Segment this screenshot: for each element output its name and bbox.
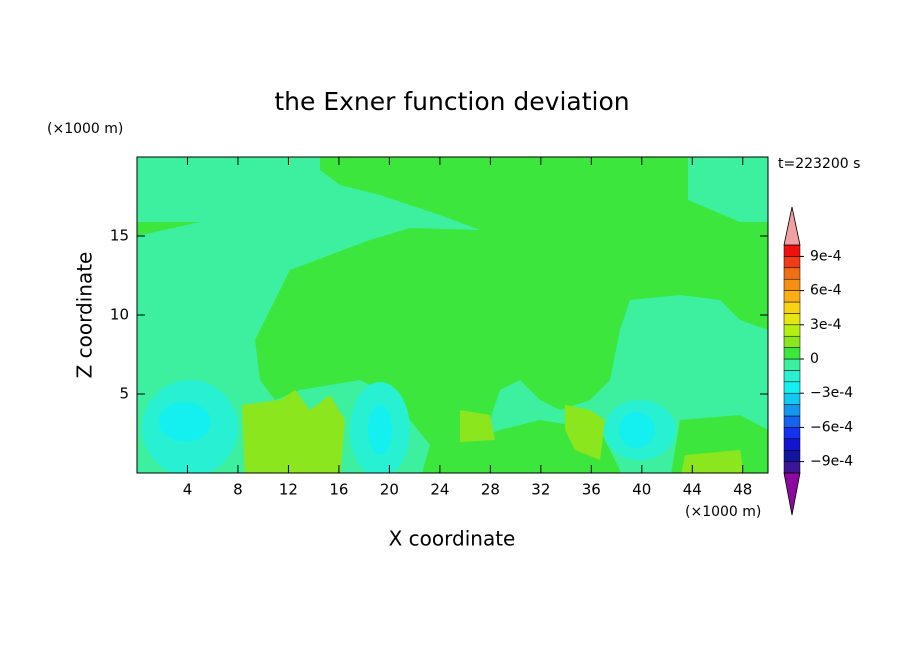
colorbar-box xyxy=(783,290,801,303)
x-tick-label: 48 xyxy=(733,481,752,499)
y-unit: (×1000 m) xyxy=(47,121,123,137)
x-axis-label: X coordinate xyxy=(389,527,516,551)
x-tick-label: 12 xyxy=(279,481,298,499)
x-tick-label: 24 xyxy=(430,481,449,499)
colorbar-tick-label: 9e-4 xyxy=(810,248,842,264)
y-tick-label: 5 xyxy=(119,385,129,403)
colorbar-box xyxy=(783,427,801,440)
contour-region xyxy=(681,450,744,473)
contour-field xyxy=(137,157,768,473)
x-tick-label: 16 xyxy=(329,481,348,499)
y-axis-label: Z coordinate xyxy=(73,252,97,379)
colorbar-box xyxy=(783,335,801,348)
colorbar-box xyxy=(783,461,801,474)
colorbar-box xyxy=(783,381,801,394)
colorbar-box xyxy=(783,404,801,417)
colorbar-box xyxy=(783,370,801,383)
colorbar-box xyxy=(783,438,801,451)
colorbar-box xyxy=(783,449,801,462)
colorbar-box xyxy=(783,267,801,280)
colorbar-under-arrow xyxy=(783,472,801,516)
contour-region xyxy=(242,390,345,473)
colorbar-box xyxy=(783,278,801,291)
colorbar-box xyxy=(783,301,801,314)
colorbar-box xyxy=(783,347,801,360)
colorbar-box xyxy=(783,244,801,257)
contour-region xyxy=(255,157,768,445)
colorbar-tick-label: 3e-4 xyxy=(810,317,842,333)
colorbar-box xyxy=(783,415,801,428)
x-tick-label: 28 xyxy=(481,481,500,499)
colorbar-over-arrow xyxy=(783,206,801,246)
y-tick-label: 15 xyxy=(110,227,129,245)
colorbar-tick-label: −9e-4 xyxy=(810,454,853,470)
contour-region xyxy=(137,222,200,236)
colorbar-box xyxy=(783,324,801,337)
time-label: t=223200 s xyxy=(778,156,860,172)
colorbar-box xyxy=(783,392,801,405)
x-tick-label: 20 xyxy=(380,481,399,499)
contour-region xyxy=(565,405,605,460)
y-tick-label: 10 xyxy=(110,306,129,324)
x-tick-label: 40 xyxy=(632,481,651,499)
colorbar-box xyxy=(783,256,801,269)
colorbar-tick-label: −6e-4 xyxy=(810,419,853,435)
colorbar-box xyxy=(783,313,801,326)
colorbar-box xyxy=(783,358,801,371)
x-tick-label: 8 xyxy=(233,481,243,499)
contour-region xyxy=(159,402,211,442)
colorbar-tick-label: −3e-4 xyxy=(810,385,853,401)
x-tick-label: 36 xyxy=(582,481,601,499)
colorbar-tick-label: 0 xyxy=(810,351,819,367)
x-tick-label: 32 xyxy=(531,481,550,499)
x-tick-label: 44 xyxy=(683,481,702,499)
contour-region xyxy=(619,412,655,448)
contour-region xyxy=(368,405,392,455)
colorbar-tick-label: 6e-4 xyxy=(810,283,842,299)
x-unit: (×1000 m) xyxy=(685,504,761,520)
x-tick-label: 4 xyxy=(183,481,193,499)
contour-region xyxy=(460,410,495,442)
chart-title: the Exner function deviation xyxy=(274,87,629,116)
